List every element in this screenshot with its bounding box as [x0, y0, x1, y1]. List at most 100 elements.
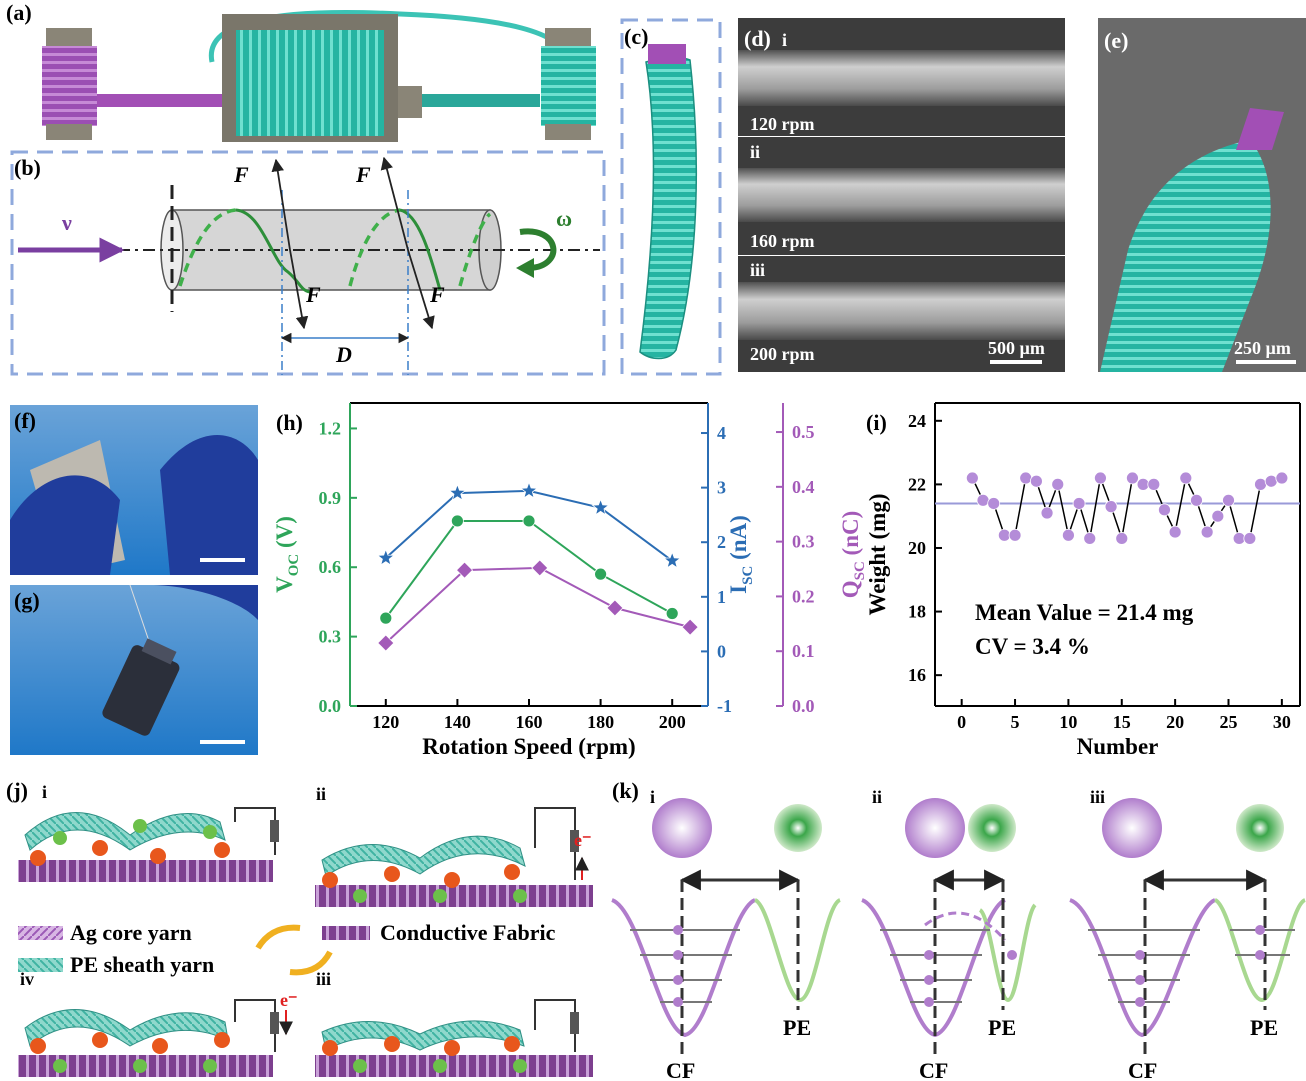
shape-circle	[214, 842, 230, 858]
y3-axis-title: QSC (nC)	[838, 511, 868, 599]
stage-label: iv	[20, 969, 34, 989]
shape-path	[755, 900, 840, 1000]
shape-rect	[570, 1012, 579, 1034]
shape-circle	[133, 819, 147, 833]
legend-label: PE sheath yarn	[70, 952, 214, 977]
y-tick-label: 24	[908, 411, 926, 431]
x-tick-label: 180	[587, 712, 614, 732]
data-point	[1201, 526, 1213, 538]
page: Figure {"panel_labels": ["(a)", "(b)", "…	[0, 0, 1306, 1081]
shape-path	[535, 808, 575, 880]
data-point	[1052, 478, 1064, 490]
shape-rect	[97, 94, 222, 107]
axis-title-part: (nA)	[726, 515, 751, 565]
y-tick-label: 0.0	[319, 696, 342, 716]
annotation: CV = 3.4 %	[975, 634, 1090, 659]
panel-j: (j) i ii iii iv Ag core yarn PE sheath y…	[6, 778, 593, 1077]
legend-label: Ag core yarn	[70, 920, 192, 945]
panel-d: (d) i 120 rpm ii 160 rpm iii 200 rpm 500…	[738, 18, 1065, 372]
shape-circle	[513, 889, 527, 903]
panel-label: (h)	[276, 410, 303, 435]
sub-label: i	[782, 30, 787, 50]
x-axis-title: Number	[1077, 734, 1159, 759]
scale-label: 250 µm	[1234, 338, 1291, 358]
material-label: CF	[666, 1058, 695, 1081]
shape-path	[235, 808, 275, 855]
x-tick-label: 120	[372, 712, 399, 732]
shape-circle	[924, 997, 934, 1007]
data-point	[1265, 475, 1277, 487]
shape-rect	[270, 1012, 279, 1034]
x-tick-label: 5	[1011, 712, 1020, 732]
panel-label: (i)	[866, 410, 887, 435]
force-label: F	[233, 162, 249, 187]
shape-rect	[46, 28, 92, 48]
sub-label: ii	[750, 142, 760, 162]
axis-title-part: I	[726, 585, 751, 594]
shape-circle	[30, 850, 46, 866]
shape-circle	[92, 840, 108, 856]
shape-circle	[504, 1036, 520, 1052]
panel-f: (f)	[10, 405, 258, 575]
shape-path	[25, 813, 225, 851]
panel-label: (b)	[14, 155, 41, 180]
shape-circle	[353, 1059, 367, 1073]
pitch-label: D	[335, 342, 352, 367]
y2-tick-label: 4	[717, 423, 726, 443]
shape-g	[755, 900, 1305, 1000]
y2-axis-title: ISC (nA)	[726, 515, 756, 594]
shape-path	[25, 1009, 228, 1046]
data-point	[988, 497, 1000, 509]
shape-circle	[384, 1036, 400, 1052]
shape-rect	[46, 124, 92, 140]
y3-tick-label: 0.5	[792, 422, 815, 442]
shape-circle	[444, 1040, 460, 1056]
force-label: F	[429, 282, 445, 307]
data-point	[1041, 507, 1053, 519]
shape-path	[160, 435, 258, 575]
panel-g: (g)	[10, 585, 258, 755]
shape-circle	[322, 872, 338, 888]
y3-tick-label: 0.4	[792, 477, 815, 497]
shape-circle	[1236, 804, 1284, 852]
x-axis-title: Rotation Speed (rpm)	[422, 734, 635, 759]
axis-title-part: Q	[838, 580, 863, 598]
shape-circle	[905, 798, 965, 858]
data-point	[1255, 478, 1267, 490]
data-point	[595, 568, 607, 580]
data-point	[380, 612, 392, 624]
y-tick-label: 1.2	[319, 418, 342, 438]
shape-circle	[652, 798, 712, 858]
panel-label: (g)	[14, 588, 40, 613]
shape-circle	[1135, 975, 1145, 985]
stage-label: ii	[316, 784, 326, 804]
shape-rect	[398, 86, 422, 118]
shape-circle	[384, 866, 400, 882]
shape-path	[925, 913, 1005, 940]
data-point	[1276, 472, 1288, 484]
x-tick-label: 30	[1273, 712, 1291, 732]
data-point	[1062, 529, 1074, 541]
shape-path	[535, 1000, 575, 1052]
shape-g	[612, 900, 1215, 1035]
panel-label: (c)	[624, 24, 648, 49]
angular-velocity-label: ω	[556, 206, 572, 231]
x-tick-label: 15	[1113, 712, 1131, 732]
shape-rect	[648, 44, 686, 64]
shape-rect	[545, 28, 591, 48]
shape-g	[673, 925, 1265, 1007]
data-point	[1020, 472, 1032, 484]
shape-circle	[513, 1059, 527, 1073]
shape-path	[640, 58, 696, 359]
shape-circle	[444, 872, 460, 888]
shape-rect	[738, 282, 1065, 340]
axis-title-part: OC	[286, 554, 302, 577]
stage-label: iii	[316, 969, 331, 989]
shape-rect	[18, 860, 273, 882]
data-point	[1190, 494, 1202, 506]
data-point	[682, 619, 698, 635]
y3-tick-label: 0.3	[792, 532, 815, 552]
annotation: Mean Value = 21.4 mg	[975, 600, 1194, 625]
shape-circle	[150, 848, 166, 864]
shape-circle	[433, 889, 447, 903]
